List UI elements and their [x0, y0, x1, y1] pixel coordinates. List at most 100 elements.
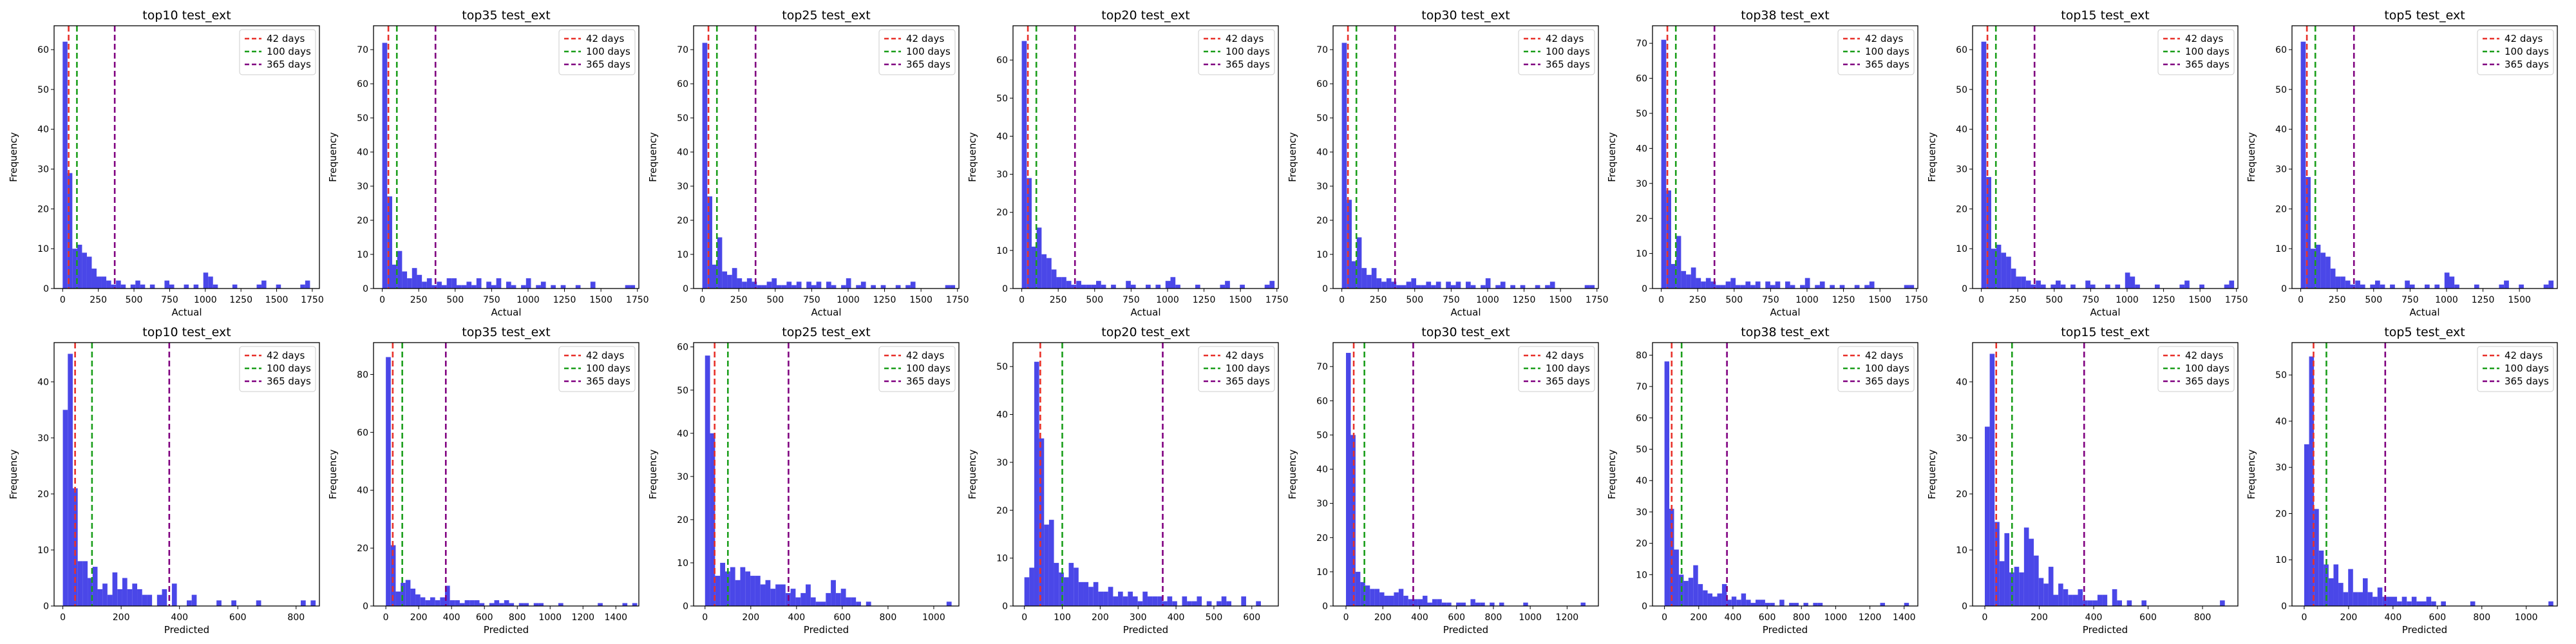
histogram-bar: [1904, 603, 1909, 606]
histogram-bar: [737, 278, 743, 289]
histogram-bar: [760, 584, 766, 606]
legend-label: 42 days: [2185, 33, 2223, 44]
x-tick-label: 1000: [922, 612, 945, 623]
x-tick-label: 1000: [1519, 612, 1542, 623]
x-tick-label: 1750: [1586, 295, 1609, 305]
histogram-bar: [2070, 284, 2076, 289]
y-tick-label: 70: [1316, 45, 1328, 55]
axes-frame: [693, 25, 960, 289]
axes-frame: [2291, 342, 2558, 607]
histogram-bar: [1671, 263, 1676, 289]
histogram-bar: [1549, 281, 1555, 289]
histogram-bar: [786, 281, 792, 289]
histogram-bar: [1172, 601, 1177, 606]
histogram-panel: 0 250 500 750 1000 1250 1500 1750 0 10 20 30 40 50 60 7…: [647, 8, 969, 318]
axes-frame: [2291, 25, 2558, 289]
histogram-bar: [2102, 594, 2108, 606]
histogram-bar: [1794, 603, 1799, 606]
legend-label: 365 days: [267, 59, 311, 70]
histogram-bar: [2470, 601, 2476, 606]
x-tick-label: 500: [1206, 612, 1223, 623]
histogram-bar: [2083, 600, 2088, 606]
y-tick-label: 30: [357, 182, 368, 192]
histogram-bar: [2038, 578, 2044, 606]
histogram-bar: [459, 603, 465, 606]
histogram-bar: [68, 354, 73, 606]
x-tick-label: 750: [1122, 295, 1140, 305]
x-tick-label: 1250: [873, 295, 896, 305]
histogram-bar: [1152, 596, 1158, 606]
histogram-bar: [2220, 600, 2225, 606]
histogram-bar: [777, 285, 782, 289]
y-tick-label: 10: [996, 554, 1008, 564]
y-axis-label: Frequency: [327, 132, 339, 182]
histogram-bar: [1256, 601, 1261, 606]
x-tick-label: 1000: [1476, 295, 1499, 305]
histogram-bar: [2112, 589, 2117, 606]
histogram-bar: [1698, 583, 1703, 606]
histogram-bar: [1061, 277, 1066, 289]
histogram-bar: [1157, 596, 1162, 606]
histogram-bar: [203, 272, 209, 289]
histogram-bar: [1461, 602, 1466, 606]
histogram-bar: [382, 43, 388, 289]
histogram-bar: [625, 285, 630, 289]
histogram-bar: [1690, 267, 1696, 289]
x-axis-label: Predicted: [804, 624, 849, 636]
histogram-bar: [97, 276, 102, 289]
histogram-bar: [117, 589, 122, 606]
axes-frame: [1972, 25, 2239, 289]
histogram-bar: [455, 600, 460, 606]
y-tick-label: 0: [1322, 284, 1328, 294]
y-axis-label: Frequency: [647, 450, 659, 500]
histogram-bar: [401, 583, 406, 606]
y-tick-label: 30: [2275, 463, 2287, 473]
histogram-bar: [538, 603, 544, 606]
histogram-bar: [1386, 278, 1392, 289]
x-tick-label: 1500: [1229, 295, 1252, 305]
y-tick-label: 60: [2275, 45, 2287, 55]
histogram-bar: [2360, 284, 2365, 289]
x-tick-label: 0: [1658, 295, 1664, 305]
histogram-panel: 0 250 500 750 1000 1250 1500 1750 0 10 20 30 40 50 60 7…: [327, 8, 649, 318]
x-tick-label: 0: [1982, 612, 1988, 623]
histogram-bar: [2078, 589, 2083, 606]
y-tick-label: 20: [2275, 509, 2287, 519]
axes-frame: [1332, 25, 1599, 289]
histogram-bar: [1264, 285, 1270, 289]
x-tick-label: 1000: [2515, 612, 2538, 623]
histogram-bar: [1388, 596, 1394, 606]
histogram-bar: [1137, 601, 1143, 606]
legend-label: 100 days: [2185, 46, 2230, 57]
x-axis-label: Actual: [491, 307, 522, 318]
y-tick-label: 30: [2275, 165, 2287, 175]
y-tick-label: 20: [37, 489, 49, 500]
y-tick-label: 50: [357, 113, 368, 124]
histogram-bar: [2380, 284, 2385, 289]
histogram-bar: [407, 278, 412, 289]
histogram-bar: [1485, 278, 1491, 289]
plot-title: top35 test_ext: [462, 325, 550, 339]
histogram-bar: [426, 278, 432, 289]
legend-label: 42 days: [1546, 350, 1584, 361]
histogram-bar: [1750, 603, 1756, 606]
y-tick-label: 10: [1956, 244, 1967, 254]
legend-label: 100 days: [267, 46, 311, 57]
histogram-bar: [1113, 596, 1119, 606]
legend-box: [1198, 29, 1275, 75]
histogram-bar: [2125, 272, 2130, 289]
y-axis-label: Frequency: [8, 132, 19, 182]
y-axis-label: Frequency: [8, 450, 19, 500]
y-tick-label: 30: [677, 182, 688, 192]
y-axis-label: Frequency: [1606, 132, 1618, 182]
histogram-bar: [494, 600, 500, 606]
histogram-bar: [1046, 258, 1052, 289]
x-tick-label: 600: [2429, 612, 2446, 623]
y-tick-label: 50: [677, 113, 688, 124]
histogram-bar: [101, 276, 107, 289]
histogram-bar: [826, 281, 831, 289]
histogram-bar: [1545, 285, 1550, 289]
histogram-bar: [1760, 600, 1765, 606]
histogram-bar: [1146, 285, 1151, 289]
legend-box: [878, 346, 956, 392]
